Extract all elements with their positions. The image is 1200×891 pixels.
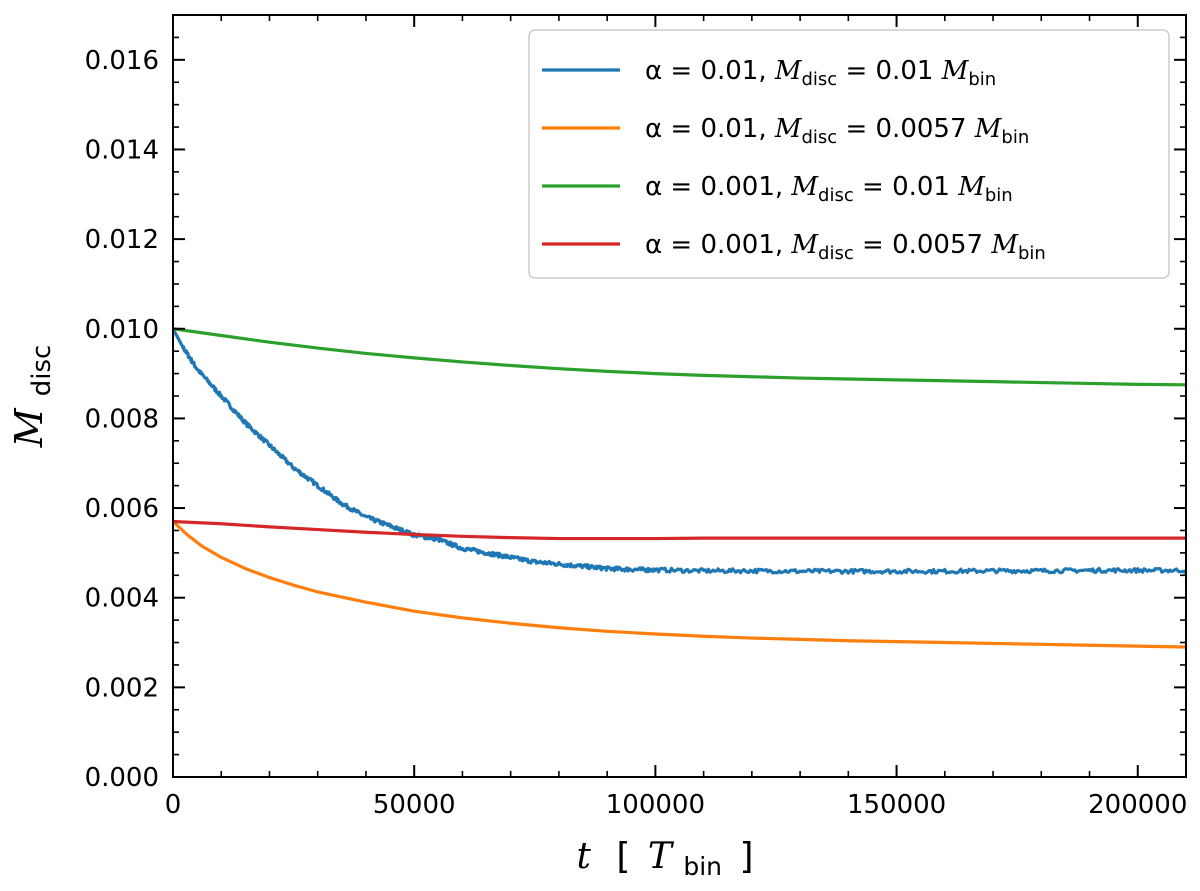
y-axis-label: M disc xyxy=(7,345,57,449)
y-tick-label: 0.004 xyxy=(85,584,159,614)
y-axis-label-var: M xyxy=(7,407,51,448)
y-tick-label: 0.002 xyxy=(85,673,159,703)
series-line-4 xyxy=(172,519,1186,541)
legend-label-1: α = 0.01, Mdisc = 0.01 Mbin xyxy=(645,56,996,90)
tick-labels: 0 50000 100000 150000 200000 0.000 0.002 0.004 0… xyxy=(85,46,1188,820)
x-axis-label: t [ T bin ] xyxy=(576,836,753,884)
legend: α = 0.01, Mdisc = 0.01 Mbin α = 0.01, Mdi… xyxy=(528,29,1170,279)
y-tick-label: 0.010 xyxy=(85,315,159,345)
y-tick-label: 0.006 xyxy=(85,494,159,524)
legend-box xyxy=(528,29,1170,279)
series-line-1 xyxy=(171,327,1188,575)
legend-label-2: α = 0.01, Mdisc = 0.0057 Mbin xyxy=(645,114,1029,148)
x-axis-label-unit: T xyxy=(648,836,675,877)
y-tick-label: 0.012 xyxy=(85,225,159,255)
x-tick-label: 150000 xyxy=(847,790,946,820)
x-tick-label: 100000 xyxy=(606,790,705,820)
x-axis-label-unit-sub: bin xyxy=(683,852,722,881)
series-line-3 xyxy=(172,327,1187,387)
y-tick-label: 0.008 xyxy=(85,404,159,434)
y-tick-label: 0.014 xyxy=(85,135,159,165)
x-tick-label: 0 xyxy=(165,790,182,820)
x-tick-label: 200000 xyxy=(1088,790,1187,820)
legend-label-3: α = 0.001, Mdisc = 0.01 Mbin xyxy=(645,172,1013,206)
x-axis-label-close: ] xyxy=(739,836,753,877)
legend-label-4: α = 0.001, Mdisc = 0.0057 Mbin xyxy=(645,230,1046,264)
x-tick-label: 50000 xyxy=(373,790,456,820)
x-axis-label-var: t xyxy=(576,836,591,877)
series-line-2 xyxy=(171,520,1187,649)
axis-ticks xyxy=(172,14,1187,778)
x-axis-label-open: [ xyxy=(616,836,630,877)
y-tick-label: 0.016 xyxy=(85,46,159,76)
y-tick-label: 0.000 xyxy=(85,763,159,793)
y-axis-label-sub: disc xyxy=(27,345,57,397)
series-lines xyxy=(171,327,1188,649)
